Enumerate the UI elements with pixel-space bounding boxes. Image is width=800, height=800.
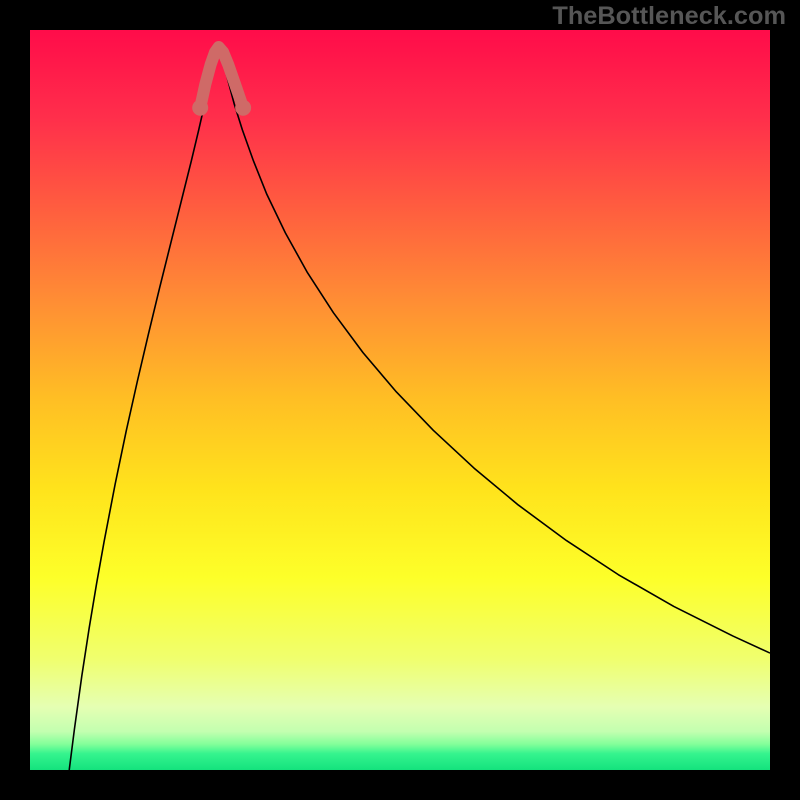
plot-svg: [30, 30, 770, 770]
plot-background: [30, 30, 770, 770]
highlight-marker: [192, 100, 208, 116]
highlight-marker: [235, 100, 251, 116]
figure-outer: TheBottleneck.com: [0, 0, 800, 800]
plot-area: [30, 30, 770, 770]
watermark-text: TheBottleneck.com: [552, 2, 786, 31]
